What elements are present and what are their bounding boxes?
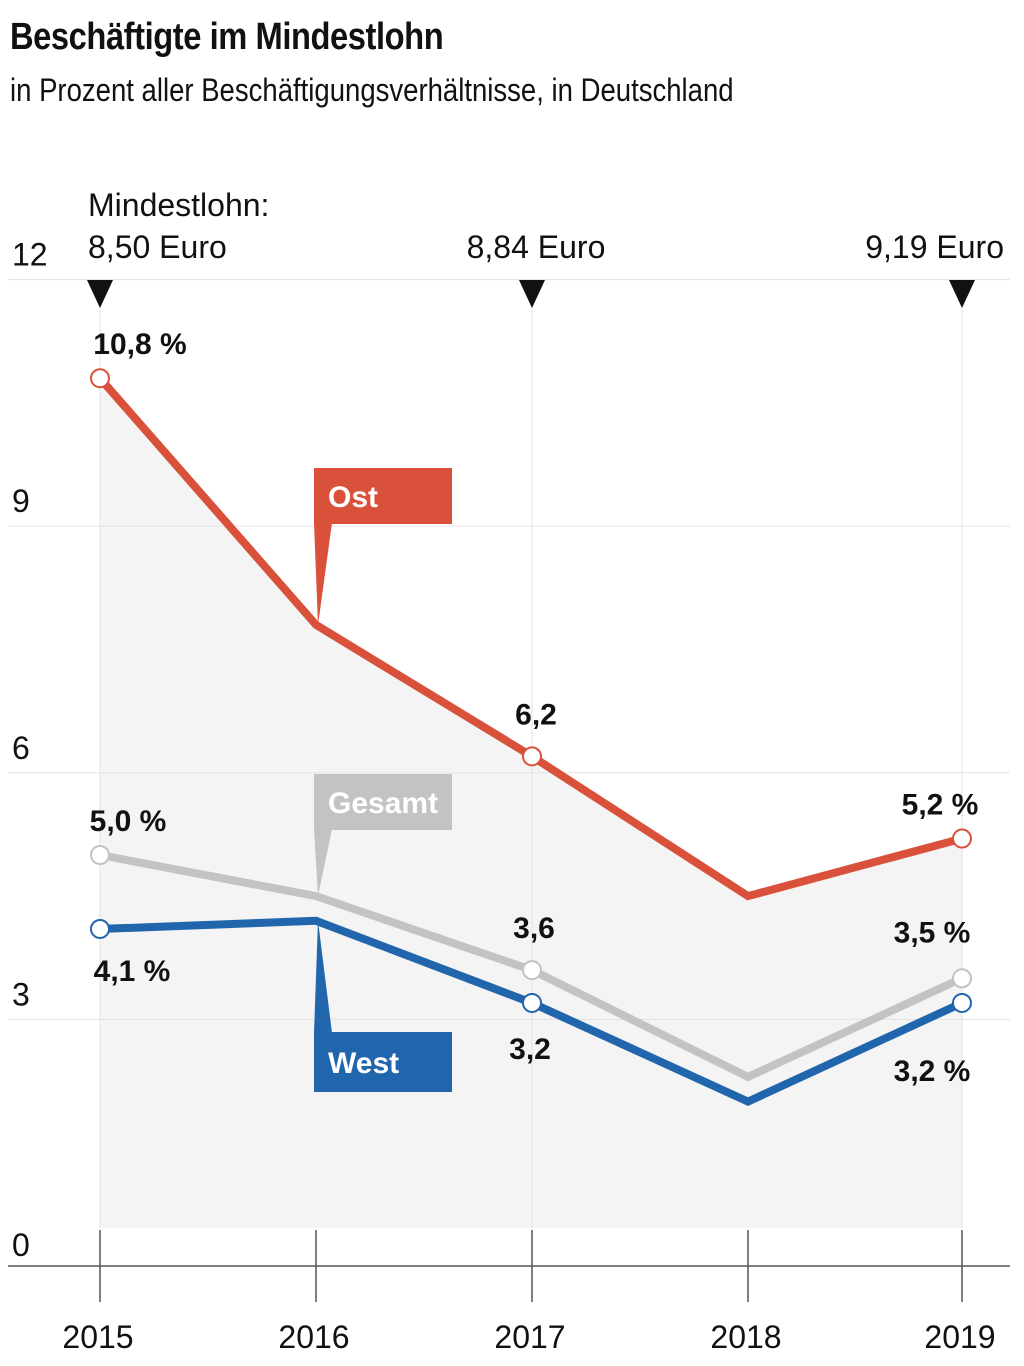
point-marker-gesamt-2019 (952, 968, 972, 989)
wage-label-2017-0: 8,84 Euro (467, 229, 606, 265)
background-area (100, 378, 962, 1228)
wage-label-2015-1: 8,50 Euro (88, 229, 227, 265)
data-labels: 10,8 % 6,2 5,2 % 5,0 % 3,6 3,5 % 4,1 % 3,2 3,2 % (90, 328, 979, 1088)
y-tick-label-0: 0 (12, 1227, 30, 1263)
y-tick-label-6: 6 (12, 730, 30, 766)
wage-label-2019-0: 9,19 Euro (865, 229, 1004, 265)
point-marker-west-2017 (522, 992, 542, 1013)
chart-subtitle: in Prozent aller Beschäftigungsverhältni… (10, 72, 734, 108)
y-tick-label-3: 3 (12, 976, 30, 1012)
series-tag-gesamt: Gesamt (314, 774, 452, 897)
series-tag-ost: Ost (314, 468, 452, 625)
wage-annotations: Mindestlohn: 8,50 Euro 8,84 Euro 9,19 Euro (87, 187, 1004, 308)
series-tag-west: West (314, 920, 452, 1092)
series-tag-box-gesamt (314, 774, 452, 830)
wage-label-2015-0: Mindestlohn: (88, 187, 269, 223)
area-fill (100, 378, 962, 1228)
point-marker-ost-2017 (522, 746, 542, 767)
marker-triangle-2019 (949, 280, 975, 308)
point-marker-gesamt-2017 (522, 960, 542, 981)
y-axis-labels: 0 3 6 9 12 (12, 237, 48, 1263)
data-label-west-2017: 3,2 (509, 1033, 551, 1066)
y-tick-label-9: 9 (12, 483, 30, 519)
data-label-gesamt-2019: 3,5 % (894, 916, 971, 949)
chart-title: Beschäftigte im Mindestlohn (10, 16, 444, 58)
series-tag-box-ost (314, 468, 452, 524)
data-label-gesamt-2015: 5,0 % (90, 805, 167, 838)
gridlines (8, 279, 1010, 1228)
data-label-ost-2017: 6,2 (515, 698, 557, 731)
marker-triangle-2015 (87, 280, 113, 308)
series-tag-box-west (314, 1032, 452, 1092)
series-tag-label-gesamt: Gesamt (328, 787, 438, 820)
point-marker-ost-2019 (952, 828, 972, 849)
x-tick-label-2018: 2018 (710, 1319, 781, 1355)
y-tick-label-12: 12 (12, 237, 48, 273)
x-tick-label-2017: 2017 (494, 1319, 565, 1355)
marker-triangle-2017 (519, 280, 545, 308)
x-tick-label-2015: 2015 (62, 1319, 133, 1355)
point-marker-gesamt-2015 (90, 845, 110, 865)
series-tags: Ost Gesamt West (314, 468, 452, 1092)
series-tag-label-ost: Ost (328, 481, 378, 514)
series-markers (90, 368, 972, 1013)
data-label-ost-2019: 5,2 % (902, 789, 979, 822)
point-marker-ost-2015 (90, 368, 110, 389)
series-tag-pointer-gesamt (314, 829, 332, 897)
point-marker-west-2019 (952, 992, 972, 1013)
point-marker-west-2015 (90, 918, 110, 939)
series-tag-pointer-west (314, 920, 332, 1033)
data-label-ost-2015: 10,8 % (93, 328, 186, 361)
series-tag-pointer-ost (314, 523, 332, 625)
data-label-west-2019: 3,2 % (894, 1055, 971, 1088)
x-tick-label-2016: 2016 (278, 1319, 349, 1355)
x-axis: 2015 2016 2017 2018 2019 (8, 1230, 1010, 1355)
x-tick-label-2019: 2019 (924, 1319, 995, 1355)
data-label-west-2015: 4,1 % (94, 955, 171, 988)
data-label-gesamt-2017: 3,6 (513, 912, 555, 945)
series-tag-label-west: West (328, 1047, 399, 1080)
